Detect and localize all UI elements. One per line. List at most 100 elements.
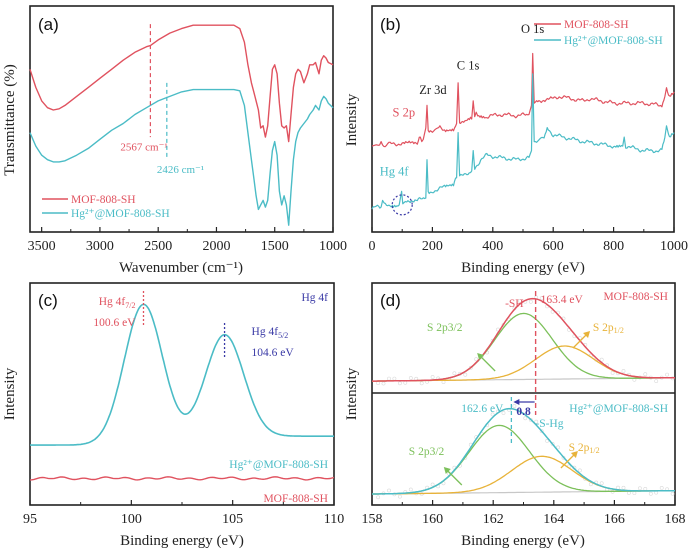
raw-data-point [376, 381, 381, 386]
raw-data-point [534, 419, 539, 424]
shift-value: 0.8 [516, 406, 531, 418]
peak-label-o1s: O 1s [521, 22, 544, 36]
x-tick-label: 158 [362, 512, 383, 527]
raw-data-point [441, 380, 446, 385]
x-tick-label: 1000 [319, 239, 347, 254]
raw-data-point [387, 488, 391, 493]
series-label-hg: Hg²⁺@MOF-808-SH [229, 459, 328, 471]
x-tick-label: 164 [543, 512, 564, 527]
x-tick-label: 3500 [28, 239, 56, 254]
raw-data-point [550, 441, 555, 446]
series-line-mof-808-sh [29, 476, 335, 481]
subscript: 1/2 [614, 326, 624, 335]
panel-b-ylabel: Intensity [344, 93, 360, 146]
panel-b-xlabel: Binding energy (eV) [461, 260, 585, 276]
label-s2p32: S 2p3/2 [409, 446, 445, 458]
series-line-mof-808-sh [371, 52, 675, 148]
raw-data-point [408, 376, 413, 380]
panel-a-ylabel: Transmittance (%) [2, 64, 18, 176]
raw-data-point [545, 438, 550, 443]
panel-c-hg4f: (c) Binding energy (eV) Intensity Hg 4f … [2, 282, 344, 549]
panel-c-ylabel: Intensity [2, 367, 18, 420]
raw-data-point [610, 370, 615, 375]
series-line-hg-mof-808-sh [30, 303, 334, 446]
panel-d-ylabel: Intensity [344, 367, 360, 420]
plot-frame [29, 5, 334, 233]
raw-data-point [512, 404, 517, 408]
raw-data-point [463, 372, 468, 377]
raw-data-point [397, 381, 402, 386]
raw-data-point [616, 485, 620, 490]
arrow-s2p32 [478, 354, 496, 372]
arrowhead-s2p12 [570, 451, 578, 458]
x-tick-label: 1500 [261, 239, 289, 254]
raw-data-point [621, 369, 626, 373]
envelope-label-shg: -S-Hg [535, 418, 563, 430]
raw-data-point [523, 416, 528, 421]
raw-data-point [392, 376, 397, 381]
plot-frame [29, 282, 335, 506]
raw-data-point [474, 357, 479, 362]
x-tick-label: 2000 [202, 239, 230, 254]
x-tick-label: 166 [604, 512, 625, 527]
raw-data-point [490, 412, 495, 417]
x-tick-label: 800 [603, 239, 624, 254]
x-tick-label: 0 [369, 239, 376, 254]
annotation-label-2426: 2426 cm⁻¹ [157, 164, 204, 176]
x-tick-label: 600 [543, 239, 564, 254]
raw-data-point [430, 375, 435, 379]
raw-data-point [408, 487, 413, 492]
panel-b-label: (b) [380, 15, 401, 34]
series-line-mof-808-sh [29, 24, 334, 143]
arrowhead-s2p12 [583, 331, 591, 338]
raw-data-point [670, 491, 675, 496]
x-tick-label: 95 [23, 512, 37, 527]
panel-d-label: (d) [380, 291, 401, 310]
x-tick-label: 168 [665, 512, 686, 527]
raw-data-point [419, 381, 424, 386]
envelope-label-sh: -SH [505, 298, 524, 310]
raw-data-point [468, 365, 473, 370]
raw-data-point [403, 380, 408, 385]
raw-data-point [528, 417, 533, 422]
raw-data-point [599, 481, 604, 486]
peak-label-1634: 163.4 eV [541, 294, 584, 306]
raw-data-point [441, 481, 446, 486]
raw-data-point [387, 376, 391, 381]
series-line-hg-mof-808-sh [29, 88, 334, 226]
panel-d-s2p: (d) Binding energy (eV) Intensity MOF-80… [344, 282, 686, 549]
x-tick-label: 200 [422, 239, 443, 254]
panel-a-xlabel: Wavenumber (cm⁻¹) [119, 260, 243, 276]
raw-data-point [648, 491, 653, 496]
panel-a-ftir: (a) Wavenumber (cm⁻¹) Transmittance (%) … [2, 5, 347, 276]
peak-label-4f52: Hg 4f5/2 [252, 326, 289, 340]
raw-data-point [588, 482, 593, 487]
panel-c-xlabel: Binding energy (eV) [120, 533, 244, 549]
subscript: 7/2 [125, 301, 135, 310]
raw-data-point [659, 485, 664, 490]
raw-data-point [627, 491, 631, 495]
component-s2p32 [372, 312, 675, 382]
peak-label-4f72: Hg 4f7/2 [99, 296, 136, 310]
raw-data-point [632, 491, 637, 496]
panel-d-top-sample: MOF-808-SH [603, 291, 668, 303]
x-tick-label: 162 [483, 512, 504, 527]
panel-d-xlabel: Binding energy (eV) [461, 533, 585, 549]
raw-data-point [643, 372, 648, 377]
x-tick-label: 2500 [144, 239, 172, 254]
raw-data-point [621, 485, 626, 490]
panel-a-label: (a) [38, 15, 59, 34]
x-tick-label: 100 [121, 512, 142, 527]
panel-a-legend: MOF-808-SH Hg²⁺@MOF-808-SH [42, 194, 170, 220]
x-tick-label: 400 [482, 239, 503, 254]
peak-value-4f52: 104.6 eV [252, 347, 295, 359]
raw-data-point [381, 381, 386, 386]
panel-c-label: (c) [38, 291, 58, 310]
component-s2p32 [372, 424, 675, 495]
raw-data-point [539, 429, 544, 434]
raw-data-point [665, 372, 670, 377]
shift-arrowhead [513, 399, 520, 405]
peak-label-1626: 162.6 eV [461, 403, 504, 415]
raw-data-point [638, 486, 642, 491]
